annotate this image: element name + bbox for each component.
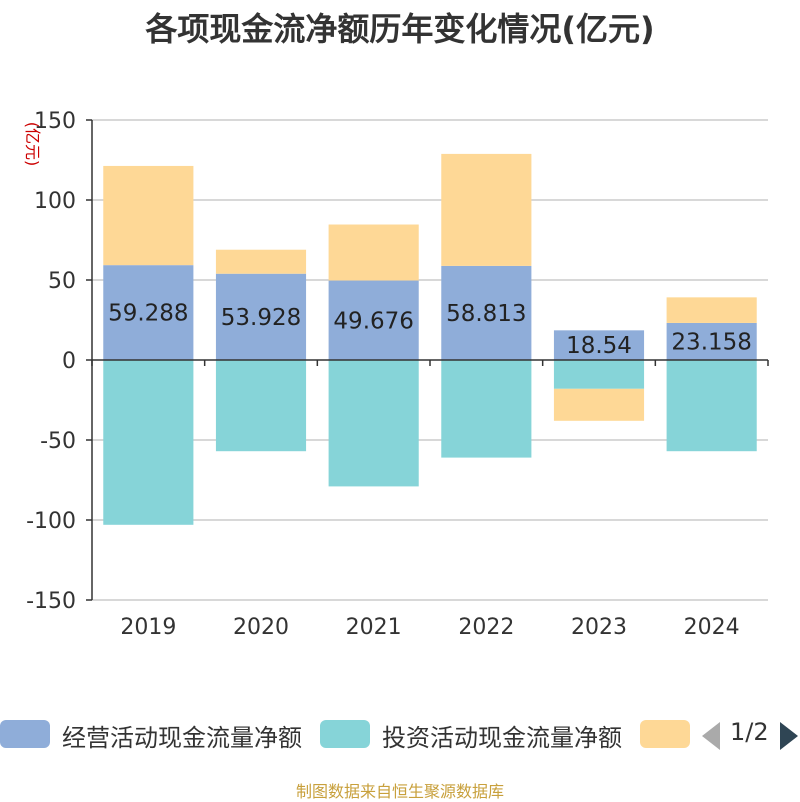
gridlines	[92, 119, 768, 601]
bar-segment	[328, 280, 419, 360]
y-tick-label: 0	[62, 349, 76, 374]
y-tick-label: 100	[34, 189, 76, 214]
bar-value-label: 23.158	[671, 329, 751, 355]
bars	[103, 153, 757, 525]
x-tick-label: 2022	[458, 615, 514, 640]
bar-segment	[553, 330, 645, 360]
bar-segment	[666, 322, 757, 360]
x-tick-label: 2024	[684, 615, 740, 640]
bar-segment	[553, 388, 645, 421]
bar-value-label: 49.676	[333, 308, 413, 334]
y-axis-unit-label: (亿元)	[23, 122, 42, 167]
legend-label: 投资活动现金流量净额	[382, 724, 622, 752]
axes: 150 100 50 0 -50 -100 -150 2019 2020 2021 2022 2023…	[26, 109, 769, 640]
legend-swatch	[640, 720, 690, 748]
bar-value-label: 58.813	[446, 301, 526, 327]
legend-swatch	[0, 720, 50, 748]
legend-page-indicator: 1/2	[730, 718, 769, 746]
bar-segment	[103, 165, 194, 266]
x-tick-label: 2021	[346, 615, 402, 640]
bar-segment	[328, 360, 419, 487]
x-tick-label: 2020	[233, 615, 289, 640]
data-labels: 59.288 53.928 49.676 58.813 18.54 23.158	[108, 301, 752, 360]
bar-segment	[441, 265, 532, 360]
source-note: 制图数据来自恒生聚源数据库	[295, 782, 504, 801]
bar-segment	[666, 360, 757, 452]
y-tick-label: 150	[34, 109, 76, 134]
x-tick-label: 2019	[120, 615, 176, 640]
legend-label: 经营活动现金流量净额	[62, 724, 302, 752]
bar-segment	[215, 360, 307, 452]
bar-value-label: 18.54	[566, 333, 632, 359]
legend-prev-page-icon[interactable]	[702, 722, 720, 750]
bar-value-label: 59.288	[108, 301, 188, 327]
y-tick-label: -150	[26, 589, 76, 614]
y-tick-label: -50	[40, 429, 76, 454]
legend-pager: 1/2	[700, 716, 800, 752]
bar-segment	[103, 360, 194, 525]
x-tick-label: 2023	[571, 615, 627, 640]
bar-segment	[215, 249, 307, 274]
legend-next-page-icon[interactable]	[780, 722, 798, 750]
bar-value-label: 53.928	[221, 305, 301, 331]
bar-segment	[441, 360, 532, 458]
bar-segment	[103, 265, 194, 360]
bar-segment	[553, 360, 645, 389]
bar-segment	[441, 153, 532, 266]
y-tick-label: 50	[48, 269, 76, 294]
chart-title: 各项现金流净额历年变化情况(亿元)	[145, 10, 655, 48]
legend-swatch	[320, 720, 370, 748]
y-tick-label: -100	[26, 509, 76, 534]
bar-segment	[328, 224, 419, 281]
bar-segment	[666, 297, 757, 323]
bar-segment	[215, 273, 307, 360]
